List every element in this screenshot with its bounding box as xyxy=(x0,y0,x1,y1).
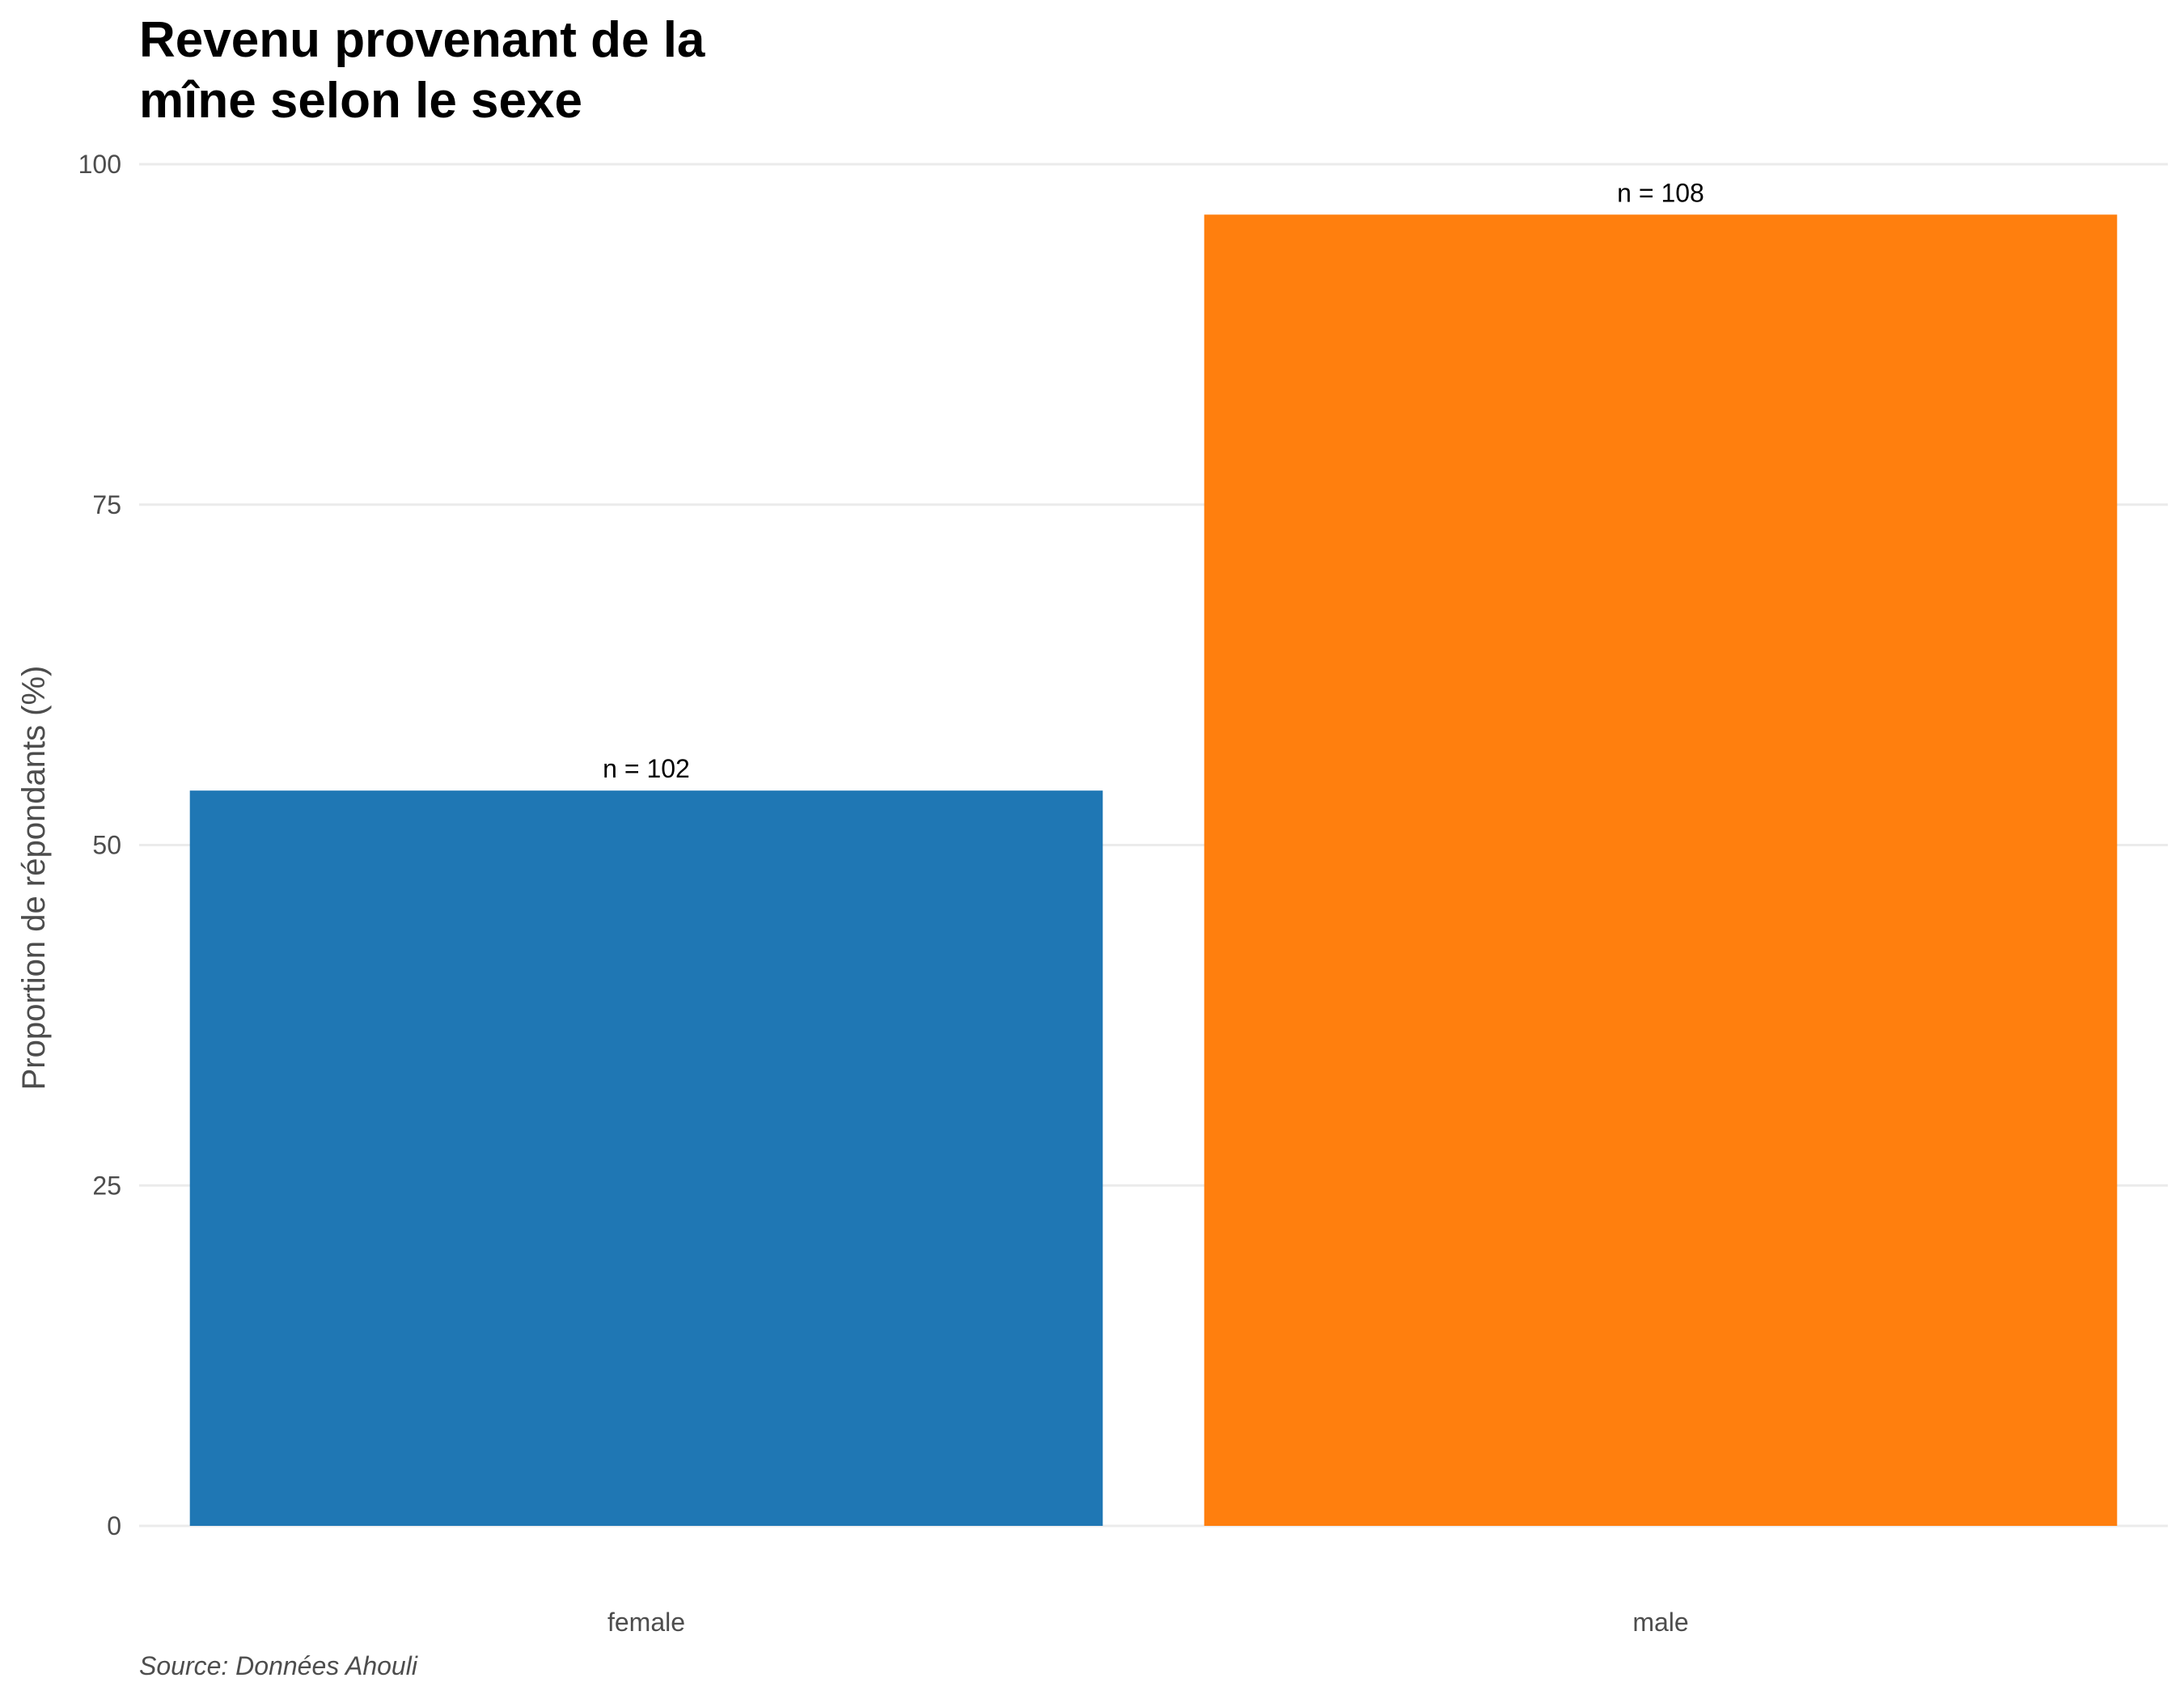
chart-title: Revenu provenant de la mîne selon le sex… xyxy=(139,12,705,129)
y-tick-label: 100 xyxy=(78,150,121,179)
bar-female xyxy=(189,790,1103,1526)
chart-title-line: Revenu provenant de la xyxy=(139,12,705,68)
data-label-male: n = 108 xyxy=(1617,178,1704,207)
data-label-female: n = 102 xyxy=(603,754,690,783)
y-tick-label: 0 xyxy=(107,1511,121,1540)
y-axis-label: Proportion de répondants (%) xyxy=(16,666,52,1091)
y-tick-label: 75 xyxy=(92,490,121,519)
chart-title-line: mîne selon le sexe xyxy=(139,73,582,129)
source-caption: Source: Données Ahouli xyxy=(139,1651,418,1680)
bars xyxy=(189,214,2118,1526)
y-tick-label: 50 xyxy=(92,831,121,860)
y-axis-tick-labels: 0 25 50 75 100 xyxy=(78,150,121,1540)
x-axis-category-labels: female male xyxy=(607,1608,1689,1637)
bar-male xyxy=(1204,214,2118,1526)
y-tick-label: 25 xyxy=(92,1171,121,1200)
x-tick-label-female: female xyxy=(607,1608,685,1637)
x-tick-label-male: male xyxy=(1632,1608,1688,1637)
bar-data-labels: n = 102 n = 108 xyxy=(603,178,1704,783)
